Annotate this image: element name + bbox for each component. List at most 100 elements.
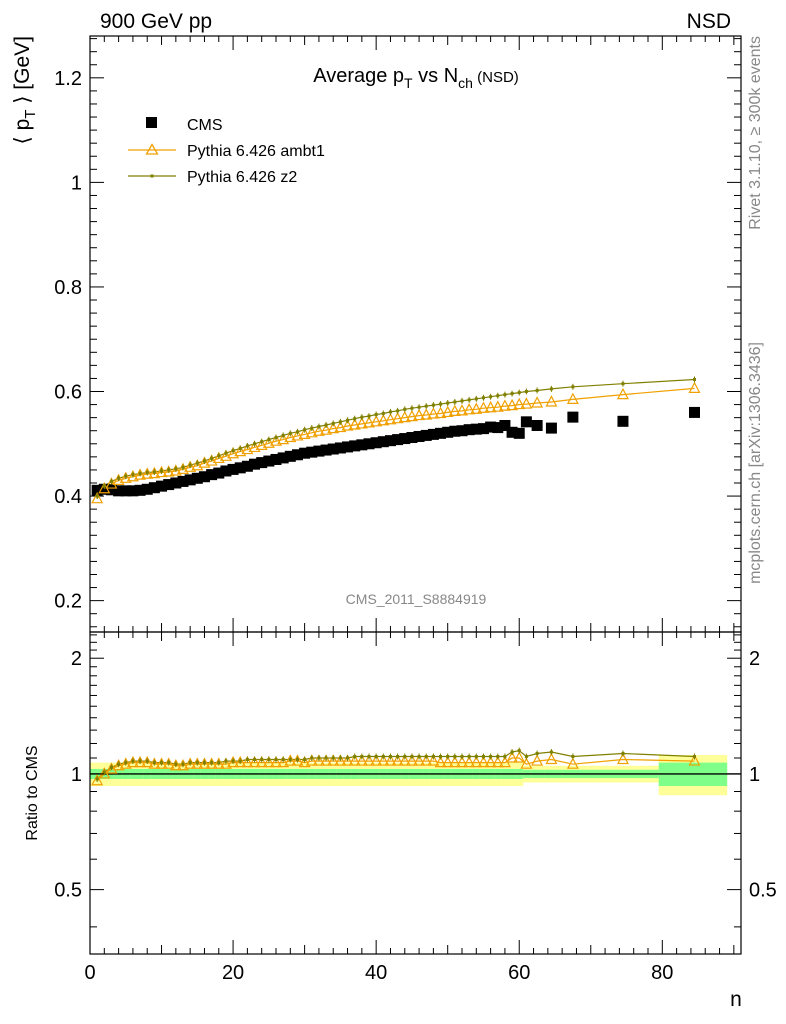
- ratio-ambt1-point: [155, 757, 168, 769]
- main-y-tick-label: 0.6: [54, 382, 82, 404]
- ambt1-point: [377, 413, 390, 426]
- x-tick-label: 40: [365, 962, 387, 984]
- ambt1-point: [506, 398, 519, 411]
- cms-point: [377, 436, 389, 448]
- z2-point: [224, 451, 228, 455]
- ratio-ambt1-point: [463, 755, 476, 768]
- ratio-z2-point: [510, 750, 514, 754]
- ratio-ambt1-point: [334, 754, 347, 766]
- cms-point: [384, 435, 396, 447]
- ratio-ambt1-point: [198, 757, 211, 769]
- ratio-ambt1-point: [177, 758, 189, 771]
- ratio-series-marks: [91, 747, 701, 786]
- cms-point: [567, 411, 579, 423]
- ratio-ambt1-point: [470, 755, 483, 768]
- cms-point: [363, 438, 375, 450]
- ratio-ambt1-point: [355, 754, 368, 766]
- cms-point: [442, 426, 454, 438]
- ratio-z2-point: [295, 758, 299, 762]
- ambt1-point: [484, 400, 497, 413]
- cms-point: [520, 416, 532, 428]
- z2-point: [693, 377, 696, 381]
- ratio-z2-point: [202, 761, 206, 765]
- ambt1-point: [520, 397, 533, 409]
- ratio-z2-point: [424, 754, 428, 758]
- ratio-y-tick-labels: 0.5 0.5 1 1 2 2: [54, 648, 777, 901]
- z2-point: [217, 454, 221, 458]
- ratio-y-tick-label-right: 2: [749, 648, 760, 670]
- main-plot-panel: 0.2 0.4 0.6 0.8 1 1.2 Average pT vs Nch (NSD)…: [11, 35, 742, 633]
- ratio-z2-point: [374, 754, 378, 758]
- z2-point: [117, 476, 121, 480]
- z2-point: [367, 414, 371, 418]
- ambt1-point: [384, 412, 397, 425]
- z2-point: [124, 474, 128, 478]
- z2-point: [202, 459, 206, 463]
- ambt1-point: [545, 395, 558, 407]
- ambt1-point: [126, 469, 139, 482]
- cms-point: [127, 485, 139, 497]
- ratio-ambt1-point: [298, 755, 311, 768]
- cms-point: [220, 465, 232, 477]
- ambt1-point: [212, 451, 225, 464]
- ratio-z2-point: [324, 756, 328, 760]
- ratio-ambt1-point: [484, 755, 497, 768]
- ratio-ambt1-point: [520, 757, 533, 769]
- z2-point: [131, 473, 135, 477]
- z2-point: [210, 456, 214, 460]
- cms-point: [356, 439, 368, 451]
- cms-point: [234, 462, 246, 474]
- ratio-z2-point: [95, 777, 99, 781]
- cms-point: [420, 429, 432, 441]
- main-y-tick-label: 0.4: [54, 486, 82, 508]
- ambt1-point: [219, 449, 232, 461]
- cms-point: [313, 445, 325, 457]
- z2-point: [510, 392, 514, 396]
- ratio-z2-point: [109, 765, 113, 769]
- legend-label-ambt1: Pythia 6.426 ambt1: [187, 143, 325, 160]
- ratio-z2-point: [467, 754, 471, 758]
- cms-point: [277, 452, 289, 464]
- ratio-z2-point: [131, 759, 135, 763]
- z2-point: [188, 463, 192, 467]
- z2-point: [524, 390, 528, 394]
- ratio-ambt1-point: [320, 754, 333, 766]
- cms-point: [499, 419, 511, 431]
- ratio-ambt1-point: [241, 755, 254, 768]
- z2-point: [331, 421, 335, 425]
- z2-point: [474, 397, 478, 401]
- ratio-z2-point: [517, 749, 521, 753]
- x-tick-label: 60: [508, 962, 530, 984]
- cms-point: [170, 477, 182, 489]
- main-axis-ticks: [89, 36, 741, 632]
- ratio-z2-point: [360, 754, 364, 758]
- ratio-z2-point: [238, 759, 242, 763]
- z2-point: [281, 433, 285, 437]
- ratio-z2-point: [346, 756, 350, 760]
- ratio-z2-point: [431, 754, 435, 758]
- ratio-z2-point: [535, 752, 539, 756]
- ratio-ambt1-point: [234, 755, 247, 768]
- ambt1-point: [491, 400, 504, 412]
- z2-point: [424, 404, 428, 408]
- ratio-ambt1-point: [688, 754, 701, 766]
- ratio-z2-point: [138, 759, 142, 763]
- main-series-marks: [91, 376, 701, 504]
- z2-point: [317, 425, 321, 429]
- z2-point: [231, 449, 235, 453]
- legend-label-z2: Pythia 6.426 z2: [187, 169, 297, 186]
- ratio-axis-ticks: [89, 632, 741, 954]
- ratio-ambt1-point: [420, 754, 433, 766]
- ratio-ambt1-point: [545, 752, 558, 765]
- ratio-z2-point: [571, 754, 575, 758]
- ratio-ambt1-point: [255, 755, 268, 768]
- ratio-ambt1-point: [284, 754, 297, 766]
- z2-point: [410, 406, 414, 410]
- z2-point: [374, 413, 378, 417]
- ratio-y-tick-label: 0.5: [54, 880, 82, 902]
- x-tick-label: 20: [222, 962, 244, 984]
- ratio-z2-point: [181, 762, 185, 766]
- ratio-ambt1-point: [205, 757, 218, 769]
- z2-point: [174, 467, 178, 471]
- ratio-ambt1-point: [513, 751, 526, 763]
